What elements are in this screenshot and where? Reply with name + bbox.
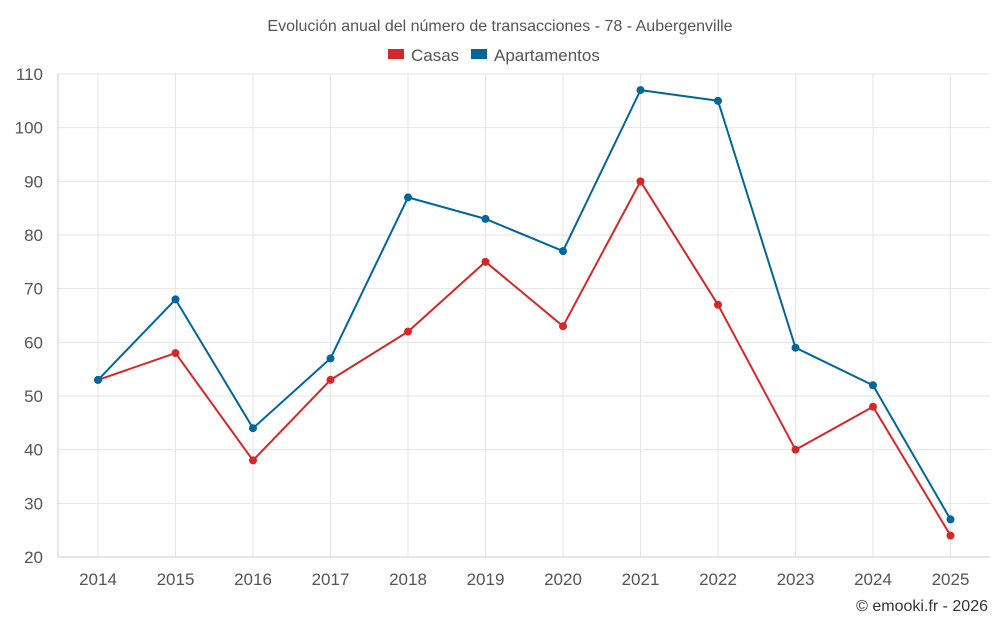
x-tick-label: 2017: [312, 570, 350, 589]
y-tick-label: 40: [24, 441, 43, 460]
data-point-apartamentos[interactable]: [171, 295, 180, 304]
data-point-casas[interactable]: [636, 177, 645, 186]
data-point-apartamentos[interactable]: [791, 343, 800, 352]
x-tick-label: 2022: [699, 570, 737, 589]
x-tick-label: 2014: [79, 570, 117, 589]
x-tick-label: 2015: [157, 570, 195, 589]
data-point-apartamentos[interactable]: [326, 354, 335, 363]
x-tick-label: 2016: [234, 570, 272, 589]
data-point-casas[interactable]: [171, 349, 180, 358]
x-tick-label: 2024: [854, 570, 892, 589]
axes: 20 30 40 50 60 70 80 90 100 110 2014 2015 2016 2017 20…: [15, 65, 990, 589]
y-tick-label: 80: [24, 226, 43, 245]
x-tick-label: 2019: [467, 570, 505, 589]
data-point-apartamentos[interactable]: [869, 381, 877, 390]
series: [94, 86, 955, 540]
x-tick-label: 2025: [932, 570, 970, 589]
data-point-apartamentos[interactable]: [714, 96, 722, 105]
y-tick-label: 90: [24, 172, 43, 191]
data-point-apartamentos[interactable]: [249, 424, 257, 433]
data-point-casas[interactable]: [714, 300, 722, 309]
y-tick-label: 50: [24, 387, 43, 406]
grid: [58, 73, 990, 557]
data-point-casas[interactable]: [946, 531, 955, 540]
x-tick-label: 2020: [544, 570, 582, 589]
data-point-apartamentos[interactable]: [559, 247, 567, 256]
legend: Casas Apartamentos: [388, 46, 600, 65]
y-tick-label: 110: [16, 65, 43, 84]
data-point-casas[interactable]: [791, 445, 800, 454]
legend-swatch-apartamentos: [471, 49, 487, 59]
series-line-apartamentos: [97, 89, 952, 520]
x-tick-label: 2021: [622, 570, 660, 589]
x-tick-label: 2018: [389, 570, 427, 589]
y-tick-label: 70: [24, 280, 43, 299]
data-point-apartamentos[interactable]: [94, 375, 102, 384]
y-tick-label: 20: [24, 548, 43, 567]
credit-text: © emooki.fr - 2026: [856, 598, 988, 615]
data-point-casas[interactable]: [869, 402, 877, 411]
legend-label-apartamentos[interactable]: Apartamentos: [494, 46, 600, 65]
data-point-casas[interactable]: [559, 322, 567, 331]
chart-title: Evolución anual del número de transaccio…: [267, 18, 732, 35]
data-point-apartamentos[interactable]: [946, 515, 955, 524]
series-line-casas: [97, 180, 952, 537]
data-point-apartamentos[interactable]: [404, 193, 412, 202]
data-point-apartamentos[interactable]: [636, 86, 645, 95]
y-tick-label: 100: [15, 119, 43, 138]
data-point-casas[interactable]: [404, 327, 412, 336]
data-point-apartamentos[interactable]: [481, 214, 490, 223]
x-tick-label: 2023: [777, 570, 815, 589]
legend-swatch-casas: [388, 49, 404, 59]
data-point-casas[interactable]: [249, 456, 257, 465]
y-tick-label: 60: [24, 333, 43, 352]
legend-label-casas[interactable]: Casas: [411, 46, 459, 65]
data-point-casas[interactable]: [481, 257, 490, 266]
y-tick-label: 30: [24, 494, 43, 513]
data-point-casas[interactable]: [326, 375, 335, 384]
